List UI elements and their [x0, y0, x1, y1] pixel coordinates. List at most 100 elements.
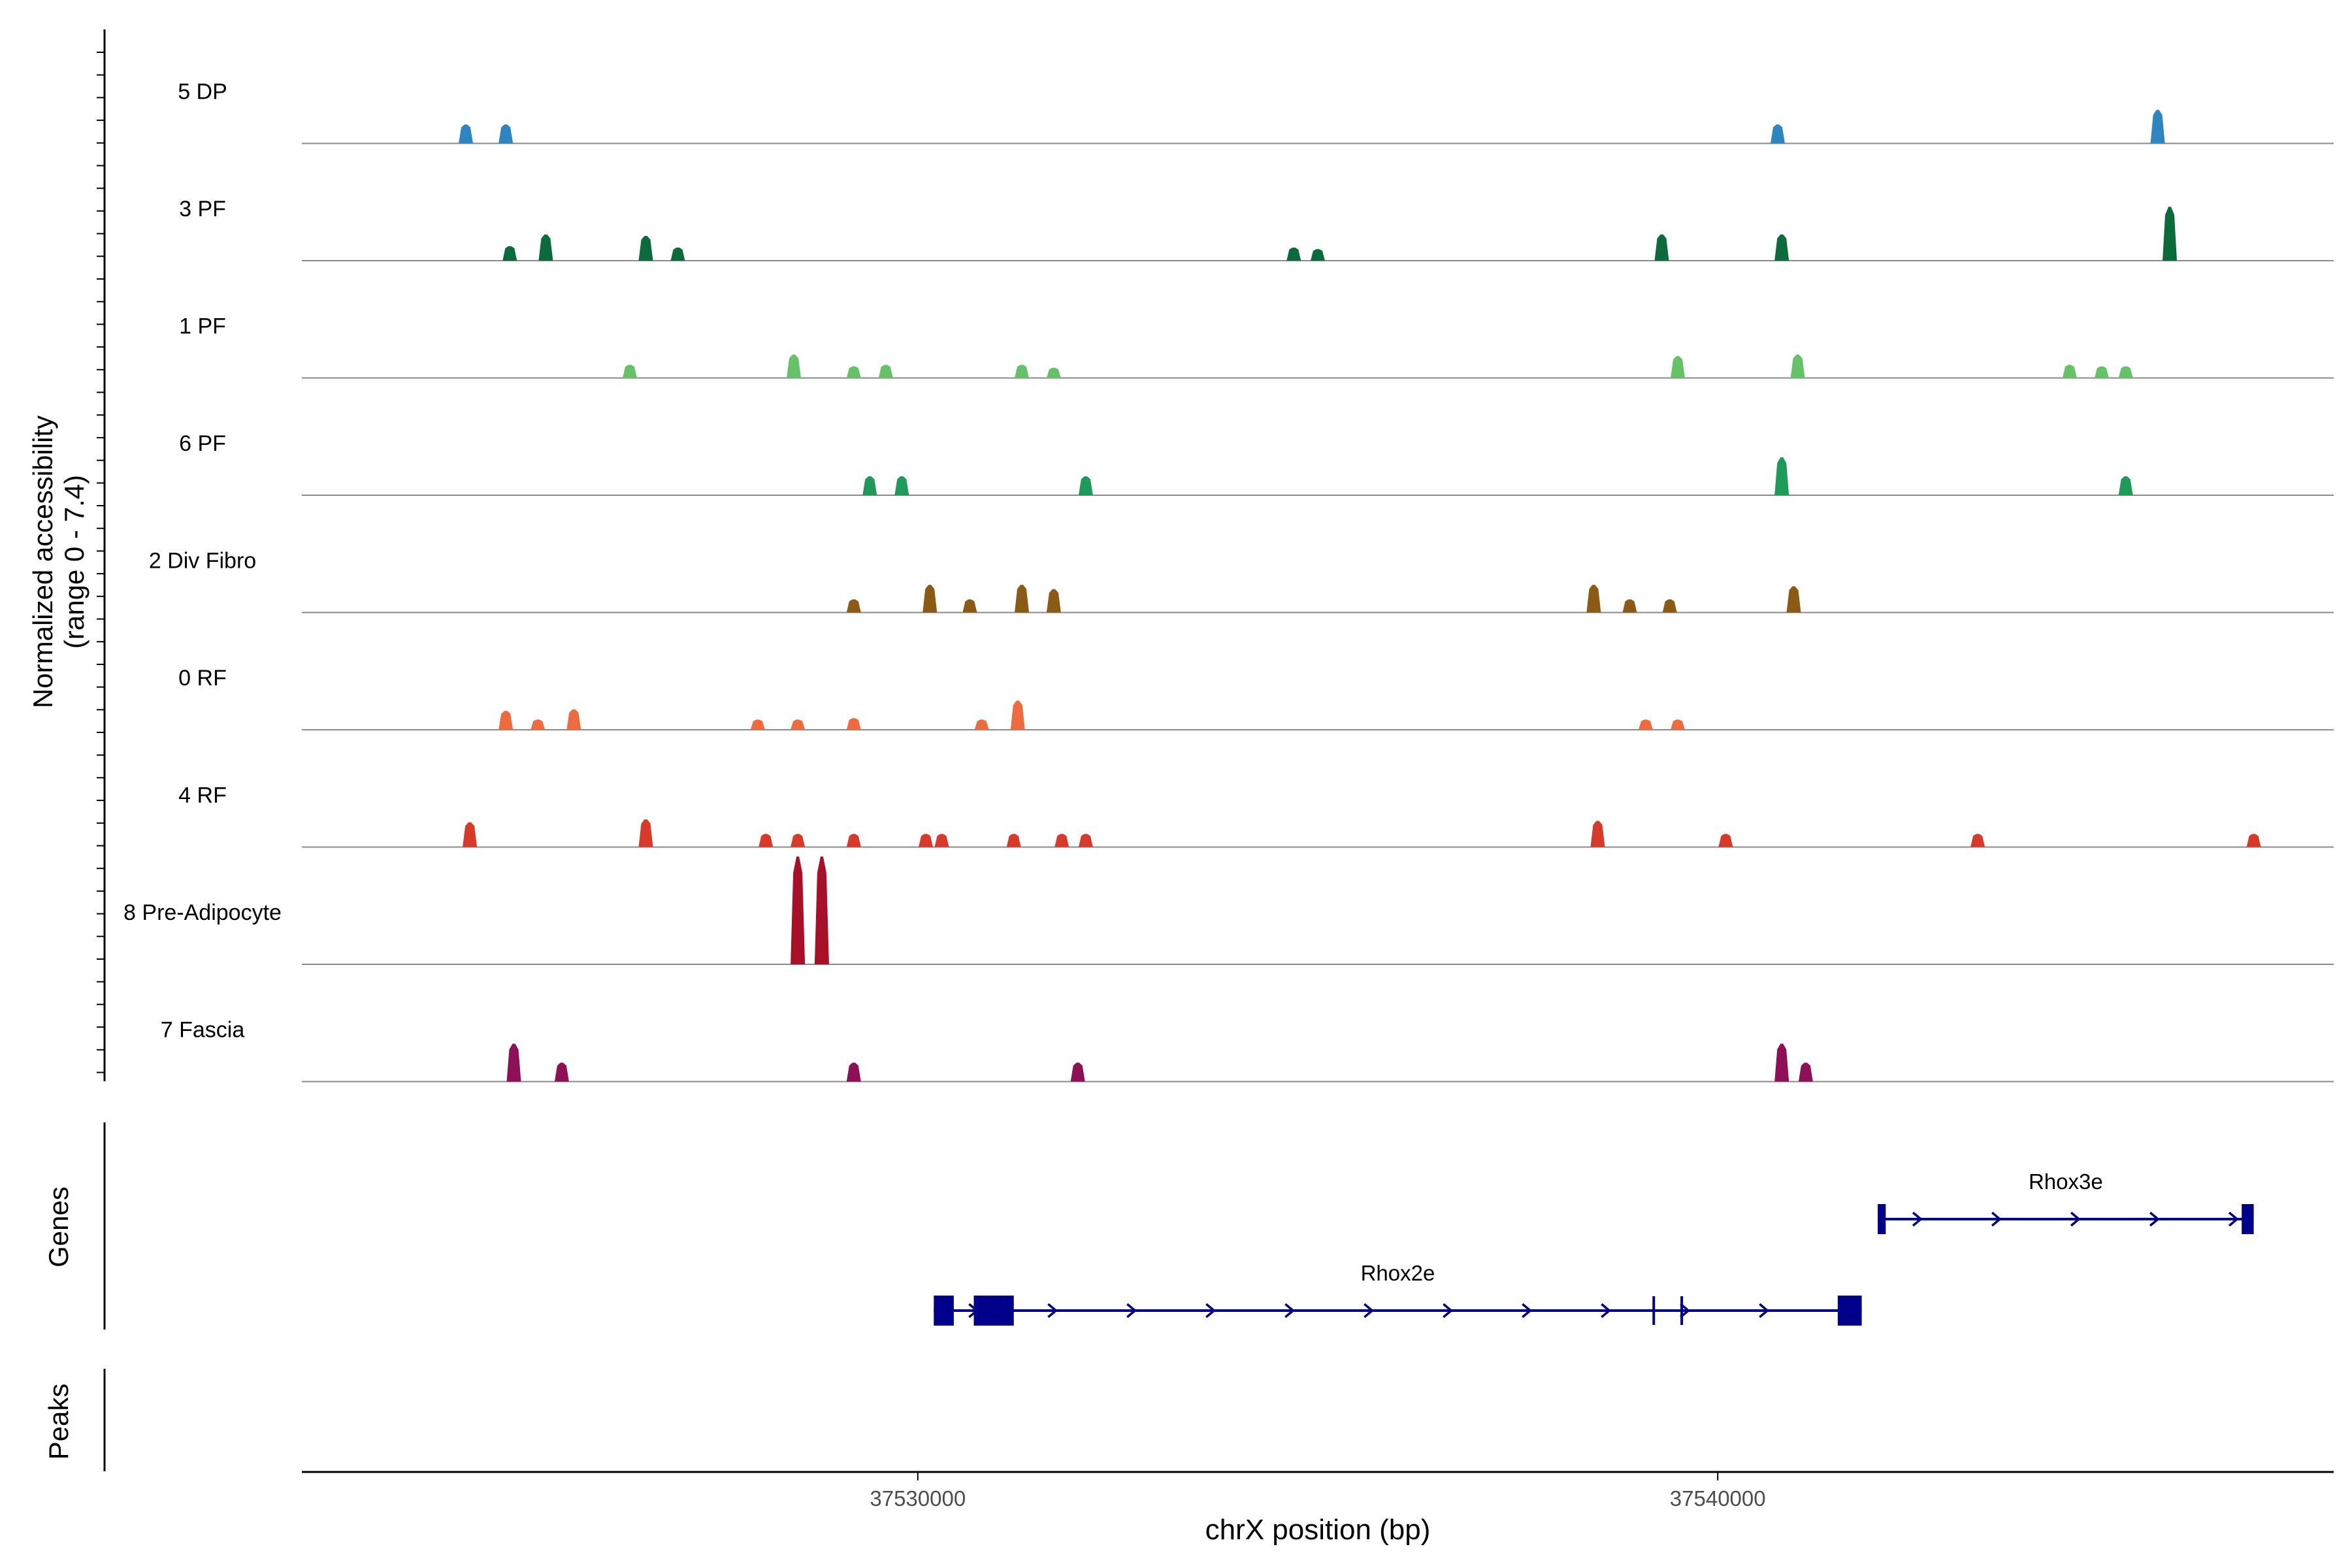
peak-8-pre-adipocyte	[791, 857, 806, 964]
track-6-pf: 6 PF	[179, 431, 2334, 496]
peak-7-fascia	[846, 1062, 861, 1082]
peak-4-rf	[1054, 834, 1070, 847]
peak-6-pf	[2118, 476, 2133, 495]
peak-4-rf	[1006, 834, 1021, 847]
peaks-panel-label: Peaks	[43, 1384, 74, 1460]
peak-5-dp	[459, 124, 473, 144]
peak-3-pf	[538, 234, 553, 261]
peak-7-fascia	[1774, 1043, 1789, 1082]
track-2-div-fibro: 2 Div Fibro	[149, 549, 2334, 613]
peak-4-rf	[1718, 834, 1733, 847]
peak-4-rf	[1078, 834, 1093, 847]
strand-arrow	[1759, 1303, 1770, 1318]
track-label-3-pf: 3 PF	[179, 197, 226, 221]
strand-arrow	[1680, 1303, 1691, 1318]
strand-arrow	[1991, 1211, 2002, 1227]
track-label-8-pre-adipocyte: 8 Pre-Adipocyte	[123, 900, 282, 925]
peak-2-div-fibro	[1586, 585, 1601, 613]
peak-4-rf	[846, 834, 861, 847]
peak-3-pf	[1286, 247, 1301, 261]
strand-arrow	[1205, 1303, 1217, 1318]
exon	[1878, 1204, 1886, 1234]
peak-1-pf	[846, 366, 861, 378]
peak-4-rf	[791, 834, 806, 847]
peak-8-pre-adipocyte	[814, 857, 829, 964]
track-label-6-pf: 6 PF	[179, 431, 226, 456]
strand-arrow	[1443, 1303, 1454, 1318]
track-label-2-div-fibro: 2 Div Fibro	[149, 549, 256, 574]
track-label-0-rf: 0 RF	[178, 666, 227, 691]
peak-4-rf	[1590, 821, 1605, 847]
peak-4-rf	[638, 819, 653, 847]
peak-1-pf	[2062, 365, 2077, 378]
peak-1-pf	[2094, 366, 2109, 378]
peak-7-fascia	[1798, 1062, 1813, 1082]
peak-3-pf	[638, 236, 653, 261]
peak-2-div-fibro	[1046, 589, 1061, 613]
gene-label-rhox2e: Rhox2e	[1361, 1261, 1435, 1285]
track-7-fascia: 7 Fascia	[161, 1018, 2334, 1083]
peak-0-rf	[791, 719, 806, 730]
strand-arrow	[1126, 1303, 1137, 1318]
peak-1-pf	[1790, 354, 1805, 378]
gene-rhox2e: Rhox2e	[934, 1261, 1862, 1326]
peak-5-dp	[1771, 124, 1785, 144]
peak-2-div-fibro	[1662, 599, 1677, 613]
peak-1-pf	[1015, 365, 1029, 378]
gene-rhox3e: Rhox3e	[1878, 1169, 2254, 1234]
peak-2-div-fibro	[1015, 585, 1029, 613]
strand-arrow	[1912, 1211, 1923, 1227]
genes-panel-label: Genes	[43, 1186, 74, 1267]
peak-1-pf	[1671, 356, 1685, 378]
strand-arrow	[2228, 1211, 2239, 1227]
strand-arrow	[2070, 1211, 2081, 1227]
peak-0-rf	[498, 711, 514, 730]
peak-2-div-fibro	[1622, 599, 1637, 613]
peak-3-pf	[1311, 249, 1325, 261]
exon	[934, 1296, 954, 1326]
track-4-rf: 4 RF	[178, 783, 2334, 848]
strand-arrow	[1047, 1303, 1058, 1318]
track-label-5-dp: 5 DP	[178, 80, 227, 105]
peak-0-rf	[750, 719, 765, 730]
peak-3-pf	[502, 246, 517, 261]
exon	[973, 1296, 1014, 1326]
peak-4-rf	[919, 834, 933, 847]
peak-1-pf	[2118, 366, 2133, 378]
peak-6-pf	[862, 476, 877, 495]
peak-4-rf	[1970, 834, 1985, 847]
peak-0-rf	[1010, 700, 1025, 730]
peak-5-dp	[498, 124, 514, 144]
peak-0-rf	[1639, 719, 1653, 730]
peak-3-pf	[2163, 206, 2177, 261]
x-tick-label: 37530000	[870, 1486, 966, 1511]
exon	[1837, 1296, 1862, 1326]
peak-1-pf	[878, 365, 893, 378]
peak-3-pf	[1774, 234, 1789, 261]
peak-0-rf	[566, 709, 581, 730]
peak-6-pf	[894, 476, 909, 495]
peak-4-rf	[2246, 834, 2261, 847]
peak-1-pf	[623, 365, 637, 378]
peak-5-dp	[2150, 110, 2165, 144]
peak-2-div-fibro	[923, 585, 938, 613]
strand-arrow	[1284, 1303, 1296, 1318]
peak-2-div-fibro	[846, 599, 861, 613]
peak-0-rf	[846, 718, 861, 730]
y-axis-subtitle: (range 0 - 7.4)	[59, 475, 90, 649]
peak-1-pf	[1046, 367, 1061, 378]
gene-label-rhox3e: Rhox3e	[2029, 1169, 2103, 1194]
peak-7-fascia	[506, 1043, 521, 1082]
peak-0-rf	[531, 719, 546, 730]
peak-4-rf	[759, 834, 774, 847]
peak-1-pf	[787, 354, 801, 378]
track-3-pf: 3 PF	[179, 197, 2334, 261]
peak-7-fascia	[554, 1062, 569, 1082]
peak-3-pf	[1654, 234, 1669, 261]
track-5-dp: 5 DP	[178, 80, 2334, 144]
peak-0-rf	[1671, 719, 1685, 730]
y-axis-title: Normalized accessibility	[27, 416, 58, 708]
track-8-pre-adipocyte: 8 Pre-Adipocyte	[123, 857, 2334, 965]
track-1-pf: 1 PF	[179, 314, 2334, 379]
